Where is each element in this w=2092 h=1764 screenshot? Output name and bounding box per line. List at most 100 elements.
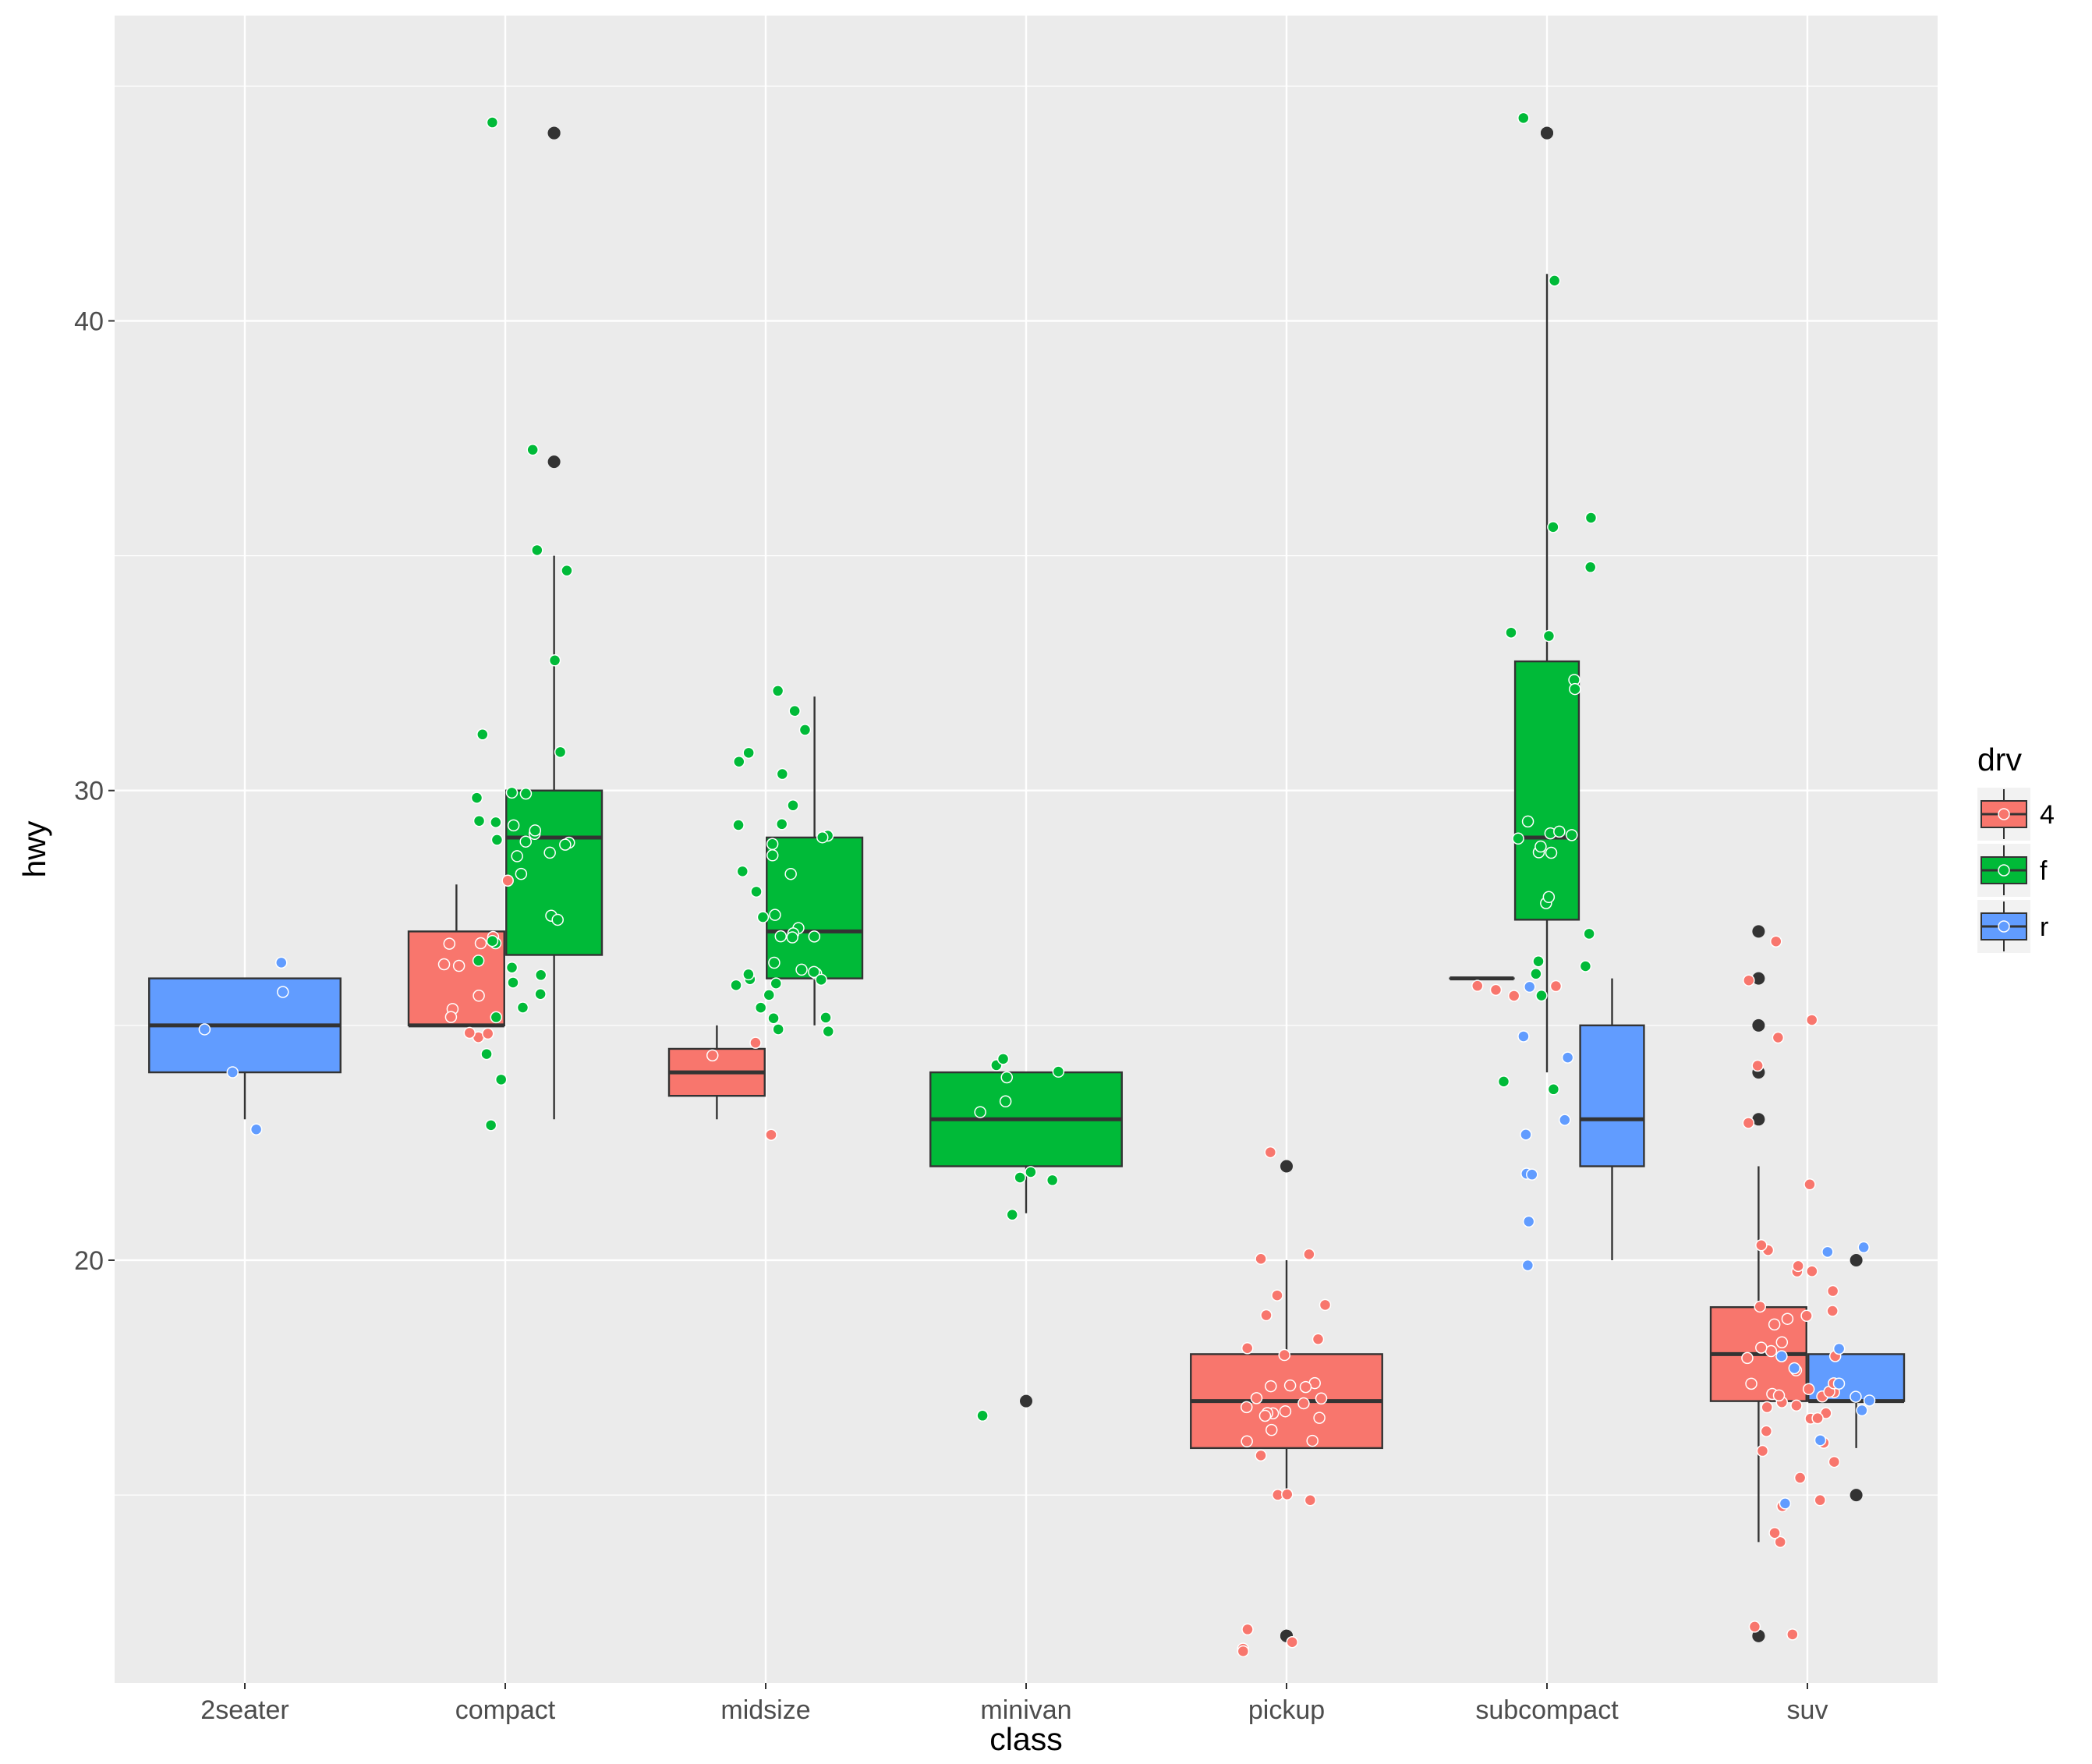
data-point-4 bbox=[1265, 1423, 1278, 1436]
data-point-f bbox=[1006, 1208, 1018, 1221]
data-point-f bbox=[763, 989, 776, 1001]
data-point-4 bbox=[1743, 974, 1755, 986]
data-point-4 bbox=[765, 1128, 777, 1141]
legend-title: drv bbox=[1977, 742, 2022, 778]
data-point-4 bbox=[1754, 1300, 1766, 1313]
data-point-r bbox=[1561, 1051, 1574, 1064]
data-point-f bbox=[1000, 1071, 1014, 1084]
data-point-r bbox=[275, 956, 288, 969]
data-point-f bbox=[730, 979, 742, 992]
data-point-f bbox=[786, 931, 798, 944]
data-point-4 bbox=[1772, 1389, 1786, 1402]
data-point-f bbox=[1569, 682, 1581, 696]
box-subcompact-f bbox=[1513, 660, 1581, 921]
data-point-4 bbox=[1311, 1333, 1325, 1345]
data-point-f bbox=[775, 818, 788, 831]
data-point-r bbox=[1814, 1434, 1827, 1447]
data-point-r bbox=[1856, 1404, 1868, 1417]
data-point-4 bbox=[1781, 1312, 1794, 1325]
x-tick-label: compact bbox=[455, 1695, 556, 1725]
data-point-4 bbox=[1828, 1455, 1841, 1468]
data-point-f bbox=[808, 965, 820, 979]
data-point-4 bbox=[1303, 1248, 1315, 1261]
data-point-r bbox=[1521, 1259, 1534, 1272]
data-point-f bbox=[490, 1011, 503, 1024]
data-point-f bbox=[788, 704, 801, 717]
data-point-f bbox=[771, 685, 784, 697]
data-point-f bbox=[473, 814, 486, 827]
data-point-4 bbox=[501, 874, 514, 887]
data-point-f bbox=[776, 767, 789, 781]
data-point-r bbox=[1788, 1362, 1801, 1375]
y-tick-label: 20 bbox=[74, 1246, 104, 1276]
data-point-4 bbox=[1283, 1379, 1297, 1392]
data-point-4 bbox=[444, 1011, 458, 1023]
outlier-point bbox=[1850, 1489, 1863, 1502]
outlier-point bbox=[1020, 1394, 1032, 1408]
data-point-4 bbox=[443, 937, 456, 950]
data-point-f bbox=[505, 786, 519, 799]
data-point-f bbox=[767, 1011, 780, 1025]
data-point-4 bbox=[1315, 1392, 1328, 1405]
data-point-f bbox=[472, 955, 485, 967]
data-point-r bbox=[1821, 1245, 1834, 1259]
data-point-4 bbox=[452, 959, 465, 972]
data-point-f bbox=[519, 787, 533, 800]
data-point-4 bbox=[1790, 1399, 1803, 1412]
data-point-4 bbox=[1313, 1412, 1326, 1424]
data-point-f bbox=[490, 834, 504, 846]
data-point-r bbox=[277, 986, 289, 998]
data-point-f bbox=[1535, 989, 1548, 1002]
data-point-f bbox=[750, 885, 763, 898]
box-midsize-f bbox=[766, 836, 864, 979]
data-point-4 bbox=[1770, 935, 1782, 948]
data-point-f bbox=[1517, 112, 1530, 125]
data-point-4 bbox=[1768, 1318, 1781, 1331]
data-point-f bbox=[1553, 825, 1566, 838]
y-tick-label: 30 bbox=[74, 777, 104, 806]
data-point-4 bbox=[1756, 1444, 1769, 1458]
data-point-4 bbox=[1258, 1409, 1272, 1422]
data-point-4 bbox=[1241, 1623, 1254, 1636]
data-point-4 bbox=[1805, 1014, 1818, 1026]
x-tick-label: pickup bbox=[1248, 1695, 1325, 1725]
data-point-f bbox=[554, 746, 567, 759]
x-tick-label: suv bbox=[1787, 1695, 1828, 1725]
data-point-4 bbox=[1279, 1404, 1292, 1418]
data-point-4 bbox=[1507, 990, 1520, 1002]
data-point-4 bbox=[1761, 1401, 1773, 1414]
legend-label-f: f bbox=[2040, 856, 2048, 886]
data-point-f bbox=[1497, 1075, 1510, 1088]
data-point-f bbox=[798, 724, 812, 736]
data-point-4 bbox=[1255, 1449, 1267, 1462]
data-point-4 bbox=[1304, 1493, 1317, 1507]
legend-label-r: r bbox=[2040, 912, 2048, 942]
data-point-r bbox=[1850, 1390, 1862, 1403]
data-point-f bbox=[476, 728, 489, 741]
data-point-f bbox=[470, 792, 483, 804]
data-point-f bbox=[816, 831, 829, 844]
y-tick-label: 40 bbox=[74, 306, 104, 336]
x-tick-label: 2seater bbox=[200, 1695, 288, 1725]
data-point-r bbox=[1524, 980, 1536, 994]
data-point-f bbox=[505, 961, 519, 974]
data-point-4 bbox=[1768, 1526, 1781, 1539]
legend-key-point bbox=[1998, 920, 2010, 933]
data-point-4 bbox=[1748, 1621, 1761, 1633]
data-point-f bbox=[996, 1053, 1010, 1065]
data-point-f bbox=[1534, 840, 1547, 853]
data-point-f bbox=[795, 963, 808, 976]
data-point-4 bbox=[1241, 1401, 1253, 1414]
outlier-point bbox=[1541, 126, 1553, 140]
data-point-4 bbox=[1786, 1628, 1799, 1641]
data-point-f bbox=[1521, 815, 1534, 828]
data-point-f bbox=[507, 976, 519, 989]
legend-key-point bbox=[1998, 864, 2010, 877]
data-point-f bbox=[774, 930, 788, 943]
data-point-4 bbox=[1237, 1645, 1250, 1658]
data-point-f bbox=[1545, 846, 1558, 859]
data-point-4 bbox=[1306, 1434, 1319, 1447]
data-point-4 bbox=[1772, 1031, 1785, 1044]
data-point-f bbox=[736, 865, 749, 878]
data-point-f bbox=[822, 1025, 835, 1038]
